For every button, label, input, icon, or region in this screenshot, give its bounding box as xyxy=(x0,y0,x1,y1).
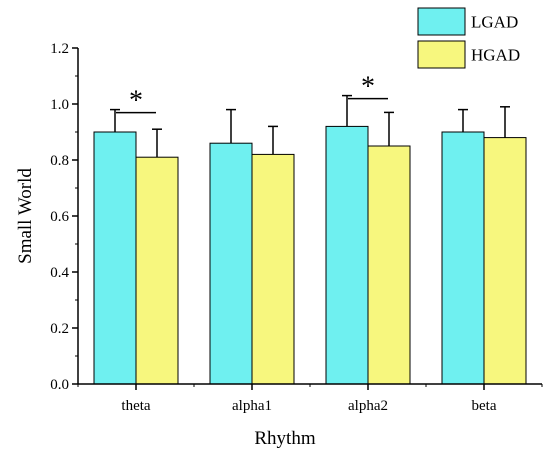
bar-lgad-theta xyxy=(93,131,137,385)
bar-hgad-theta xyxy=(135,156,179,385)
y-tick-label: 1.0 xyxy=(50,97,69,113)
y-tick-label: 0.8 xyxy=(50,153,69,169)
y-tick-label: 0.2 xyxy=(50,321,69,337)
x-axis-title: Rhythm xyxy=(254,428,315,449)
bar-lgad-beta xyxy=(441,131,485,385)
y-tick-label: 0.6 xyxy=(50,209,69,225)
y-tick-label: 0.4 xyxy=(50,265,69,281)
x-tick-label-beta: beta xyxy=(472,398,497,414)
legend-label-lgad: LGAD xyxy=(471,13,518,32)
y-tick-label: 1.2 xyxy=(50,41,69,57)
x-tick-label-alpha2: alpha2 xyxy=(348,398,388,414)
bar-hgad-alpha1 xyxy=(251,153,295,385)
significance-marker-theta: * xyxy=(129,86,143,117)
bar-hgad-beta xyxy=(483,137,527,385)
legend-label-hgad: HGAD xyxy=(471,46,520,65)
x-tick-label-alpha1: alpha1 xyxy=(232,398,272,414)
significance-marker-alpha2: * xyxy=(361,72,375,103)
legend-swatch-hgad xyxy=(417,40,466,69)
x-tick-label-theta: theta xyxy=(121,398,150,414)
bar-lgad-alpha1 xyxy=(209,142,253,385)
legend-swatch-lgad xyxy=(417,7,466,36)
y-tick-label: 0.0 xyxy=(50,377,69,393)
y-axis-title: Small World xyxy=(15,168,36,264)
bar-lgad-alpha2 xyxy=(325,125,369,385)
plot-area: * * 0.0 0.2 0.4 0.6 0.8 1.0 1.2 theta alpha1 alpha2… xyxy=(50,41,543,414)
bar-hgad-alpha2 xyxy=(367,145,411,385)
legend: LGAD HGAD xyxy=(417,7,520,69)
